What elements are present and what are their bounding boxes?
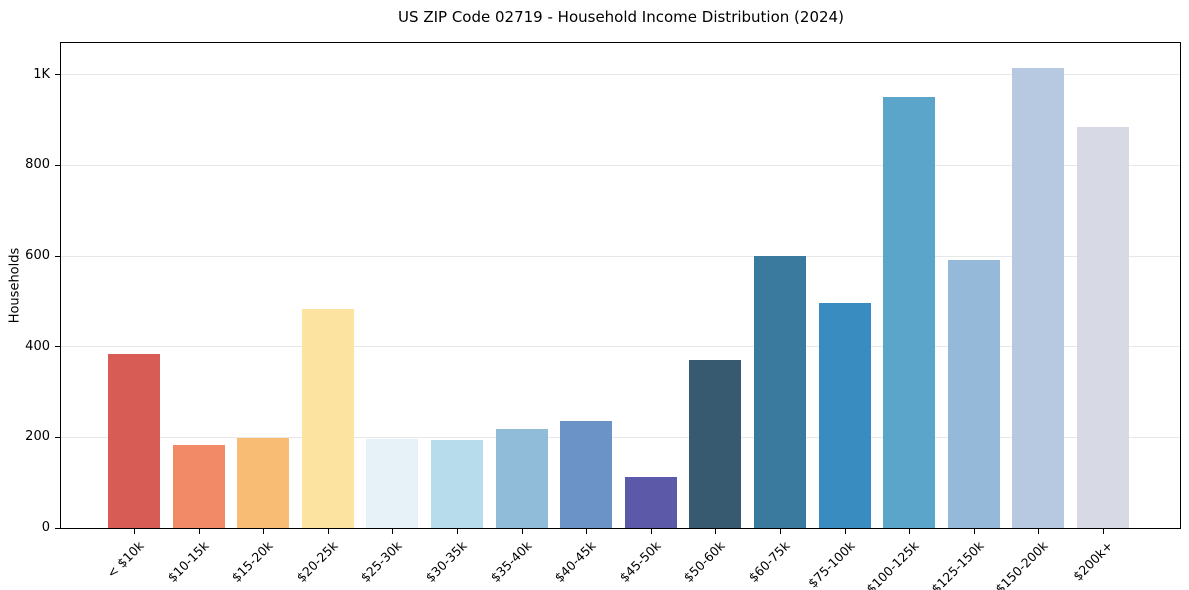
bar-$60-75k	[754, 255, 806, 528]
y-tick-mark	[55, 436, 60, 438]
x-tick-mark	[973, 529, 975, 534]
bar-$15-20k	[237, 438, 290, 528]
y-tick-label: 0	[41, 520, 50, 535]
bar-$45-50k	[624, 476, 677, 528]
bar-$10-15k	[172, 444, 225, 528]
bar-$50-60k	[689, 360, 742, 528]
y-tick-label: 800	[25, 157, 50, 173]
gridline	[61, 346, 1180, 348]
bar-$100-125k	[883, 96, 936, 528]
bar-$35-40k	[495, 429, 548, 528]
x-tick-mark	[521, 529, 523, 534]
x-tick-mark	[327, 529, 329, 534]
y-tick-mark	[55, 74, 60, 76]
bar-< $10k	[108, 353, 160, 528]
x-tick-label: < $10k	[103, 538, 147, 581]
gridline	[61, 255, 1180, 257]
gridline	[61, 164, 1180, 166]
bar-$150-200k	[1012, 67, 1065, 528]
x-tick-mark	[715, 529, 717, 534]
bar-$30-35k	[431, 440, 483, 528]
x-tick-mark	[1103, 529, 1104, 534]
x-tick-mark	[134, 529, 135, 534]
x-tick-mark	[909, 529, 911, 534]
plot-area	[60, 42, 1181, 529]
y-tick-label: 400	[25, 338, 50, 354]
y-tick-mark	[55, 164, 60, 166]
x-tick-mark	[586, 529, 588, 534]
x-tick-mark	[392, 529, 394, 534]
y-tick-label: 600	[25, 248, 50, 264]
gridline	[61, 436, 1180, 438]
bar-$125-150k	[947, 259, 1000, 528]
y-tick-label: 200	[25, 429, 50, 445]
y-tick-label: 1K	[33, 66, 50, 82]
x-tick-mark	[1038, 529, 1040, 534]
bar-$75-100k	[818, 302, 871, 528]
x-tick-mark	[844, 529, 846, 534]
chart-title: US ZIP Code 02719 - Household Income Dis…	[398, 8, 844, 26]
bar-$20-25k	[301, 309, 354, 528]
y-tick-mark	[55, 527, 60, 529]
y-tick-mark	[55, 346, 60, 348]
x-tick-mark	[263, 529, 265, 534]
bar-$40-45k	[560, 421, 613, 528]
x-tick-mark	[457, 529, 458, 534]
gridline	[61, 74, 1180, 76]
bar-$200k+	[1077, 126, 1129, 528]
x-tick-mark	[650, 529, 652, 534]
x-tick-mark	[780, 529, 781, 534]
bar-$25-30k	[366, 439, 419, 528]
x-tick-mark	[198, 529, 200, 534]
y-tick-mark	[55, 255, 60, 257]
